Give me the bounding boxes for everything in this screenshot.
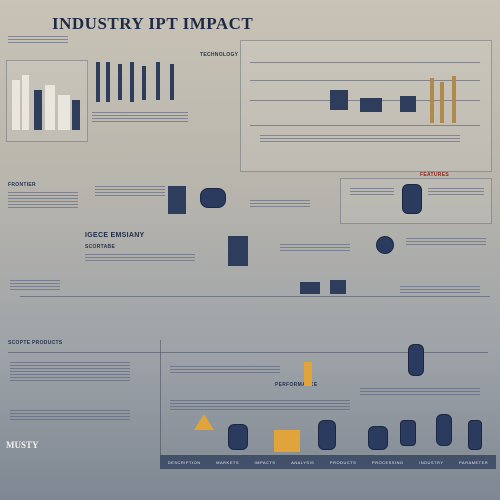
machine-icon <box>330 280 346 294</box>
text-lines <box>10 410 130 420</box>
text-lines <box>8 192 78 208</box>
wrench-icon <box>142 66 146 100</box>
footer-bar: DESCRIPTION MARKETS IMPACTS ANALYSIS PRO… <box>160 455 496 469</box>
worker-icon <box>436 414 452 446</box>
text-lines <box>95 186 165 196</box>
gear-icon <box>200 188 226 208</box>
wrench-icon <box>156 62 160 100</box>
worker-icon <box>368 426 388 450</box>
building <box>34 90 42 130</box>
device-icon <box>228 236 248 266</box>
worker-icon <box>228 424 248 450</box>
divider <box>250 62 480 63</box>
building <box>12 80 20 130</box>
section-label-features: FEATURES <box>420 172 449 178</box>
footer-item[interactable]: INDUSTRY <box>419 459 444 465</box>
brand-logo: MUSTY <box>6 440 39 450</box>
machine-icon <box>274 430 300 452</box>
footer-item[interactable]: MARKETS <box>216 459 239 465</box>
divider <box>250 125 480 126</box>
device-icon <box>468 420 482 450</box>
building <box>45 85 55 130</box>
text-lines <box>406 238 486 245</box>
wrench-icon <box>170 64 174 100</box>
text-lines <box>400 286 480 293</box>
center-heading: IGECE EMSIANY <box>85 232 145 239</box>
footer-item[interactable]: ANALYSIS <box>291 459 315 465</box>
footer-item[interactable]: PROCESSING <box>371 459 404 465</box>
text-lines <box>360 388 480 395</box>
text-lines <box>428 188 484 195</box>
divider <box>250 80 480 81</box>
building <box>58 95 70 130</box>
text-lines <box>280 244 350 251</box>
text-lines <box>10 362 130 381</box>
machine-icon <box>330 90 348 110</box>
section-label-flow: SCOPTE PRODUCTS <box>8 340 63 346</box>
text-lines <box>260 135 460 142</box>
machine-icon <box>400 96 416 112</box>
building <box>22 75 29 130</box>
text-lines <box>8 36 68 43</box>
footer-item[interactable]: PRODUCTS <box>329 459 357 465</box>
text-lines <box>350 188 394 195</box>
gear-icon <box>376 236 394 254</box>
wrench-icon <box>118 64 122 100</box>
timeline-axis <box>160 340 161 455</box>
text-lines <box>250 200 310 207</box>
wrench-icon <box>106 62 110 102</box>
text-lines <box>10 280 60 290</box>
wrench-icon <box>130 62 134 102</box>
section-label-tools: TECHNOLOGY <box>200 52 239 58</box>
flow-line <box>8 352 488 353</box>
worker-icon <box>402 184 422 214</box>
tower <box>430 78 434 123</box>
footer-item[interactable]: PARAMETER <box>459 459 489 465</box>
flow-line <box>20 296 490 297</box>
text-lines <box>85 254 195 261</box>
footer-item[interactable]: DESCRIPTION <box>167 459 201 465</box>
server-icon <box>168 186 186 214</box>
tower <box>440 82 444 123</box>
wrench-icon <box>96 62 100 102</box>
text-lines <box>170 366 280 373</box>
footer-item[interactable]: IMPACTS <box>254 459 276 465</box>
center-subheading: SCORTABE <box>85 244 116 250</box>
text-lines <box>170 400 350 410</box>
device-icon <box>400 420 416 446</box>
warning-icon <box>194 414 214 430</box>
highlight-marker <box>304 362 312 386</box>
tower <box>452 76 456 123</box>
section-label-overview: FRONTIER <box>8 182 36 188</box>
worker-icon <box>318 420 336 450</box>
machine-icon <box>300 282 320 294</box>
page-title: INDUSTRY IPT IMPACT <box>52 14 254 33</box>
section-label-timeline: PERFORMANCE <box>275 382 318 388</box>
building <box>72 100 80 130</box>
worker-icon <box>408 344 424 376</box>
text-lines <box>92 112 188 122</box>
machine-icon <box>360 98 382 112</box>
tools-panel <box>90 60 190 110</box>
